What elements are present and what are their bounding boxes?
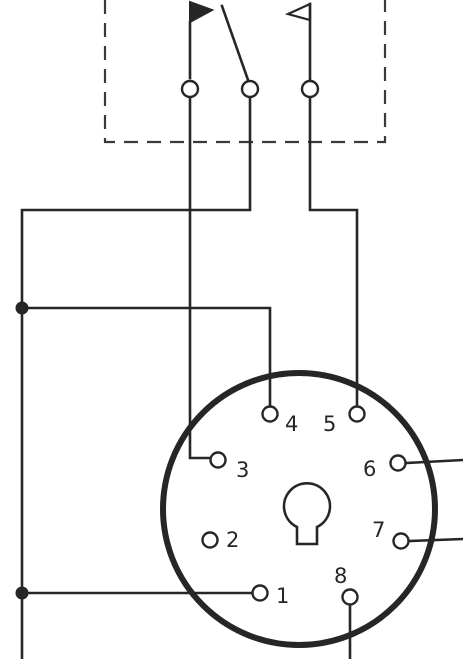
switch-contacts: [188, 0, 312, 82]
wire-pin-7-out: [407, 537, 463, 543]
pin-7: [392, 532, 410, 550]
wire-left-bus: [20, 96, 252, 659]
pin-2: [201, 531, 219, 549]
wire-terminal-a-to-pin-3: [188, 96, 214, 460]
socket-pins: [201, 405, 410, 606]
pin-label-6: 6: [363, 457, 376, 481]
octal-socket-outline: [160, 370, 438, 648]
pin-label-3: 3: [236, 458, 249, 482]
switch-enclosure-dashed-box: [103, 0, 387, 144]
pin-label-1: 1: [276, 584, 289, 608]
junction-dot-upper: [15, 301, 29, 315]
switch-terminal-b: [240, 79, 260, 99]
pin-labels: 1 2 3 4 5 6 7 8: [226, 412, 385, 608]
pin-4: [261, 405, 279, 423]
pin-label-5: 5: [323, 412, 336, 436]
switch-lever: [220, 4, 250, 82]
junction-dot-lower: [15, 586, 29, 600]
switch-terminal-a: [180, 79, 200, 99]
pin-5: [348, 405, 366, 423]
contact-flag-right-icon: [284, 2, 312, 22]
wire-terminal-c-to-pin-5: [308, 96, 359, 408]
pin-6: [389, 454, 407, 472]
wire-pin-6-out: [404, 458, 463, 465]
pin-8: [341, 588, 359, 606]
pin-label-7: 7: [372, 518, 385, 542]
contact-flag-left-icon: [189, 0, 215, 24]
pin-1: [251, 584, 269, 602]
pin-3: [209, 451, 227, 469]
switch-terminal-c: [300, 79, 320, 99]
socket-keyway-icon: [282, 482, 332, 546]
wiring: [20, 96, 463, 659]
pin-label-4: 4: [285, 412, 298, 436]
pin-label-2: 2: [226, 528, 239, 552]
pin-label-8: 8: [334, 564, 347, 588]
